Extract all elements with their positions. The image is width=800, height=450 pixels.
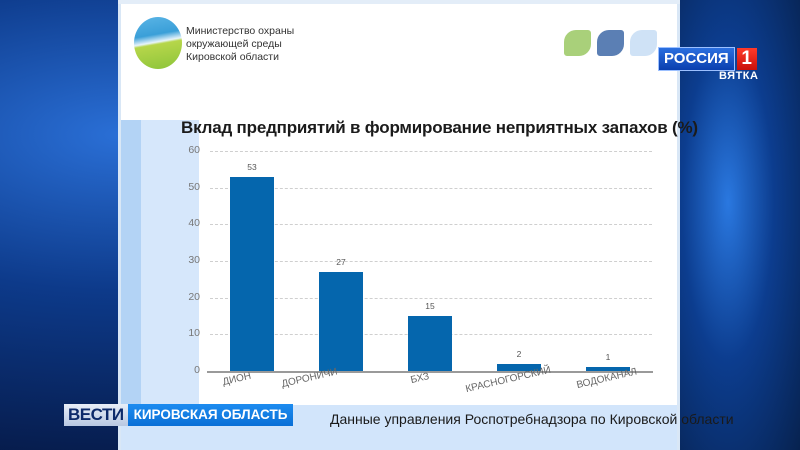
channel-region: ВЯТКА — [719, 70, 759, 82]
vesti-banner: ВЕСТИ КИРОВСКАЯ ОБЛАСТЬ — [64, 404, 294, 426]
bar — [586, 367, 630, 371]
y-tick-label: 60 — [188, 144, 200, 156]
leaf-decor — [564, 30, 657, 56]
ministry-line-2: окружающей среды — [186, 38, 282, 50]
gridline — [210, 151, 652, 152]
ministry-name: Министерство охраны окружающей среды Кир… — [186, 25, 294, 64]
y-tick-label: 30 — [188, 254, 200, 266]
ministry-line-3: Кировской области — [186, 51, 279, 63]
background-right — [680, 0, 800, 450]
channel-logo: РОССИЯ 1 — [658, 47, 757, 71]
bar-value-label: 27 — [336, 257, 346, 267]
bar — [319, 272, 363, 371]
y-tick-label: 40 — [188, 217, 200, 230]
y-tick-label: 0 — [194, 364, 200, 376]
gridline — [210, 187, 652, 189]
channel-name: РОССИЯ — [658, 47, 735, 71]
bar-value-label: 1 — [605, 352, 611, 363]
gridline — [210, 297, 652, 299]
leaf-icon — [597, 30, 624, 56]
ministry-line-1: Министерство охраны — [186, 25, 295, 37]
x-axis — [207, 371, 653, 373]
show-region: КИРОВСКАЯ ОБЛАСТЬ — [127, 404, 294, 426]
bar — [408, 316, 452, 371]
ministry-logo-icon — [134, 17, 182, 69]
bar — [230, 176, 274, 371]
channel-number: 1 — [736, 48, 757, 70]
leaf-icon — [564, 30, 591, 56]
source-caption: Данные управления Роспотребнадзора по Ки… — [330, 411, 734, 427]
chart-title: Вклад предприятий в формирование неприят… — [181, 118, 698, 137]
leaf-icon — [630, 30, 657, 56]
y-tick-label: 20 — [188, 290, 200, 303]
bar-value-label: 15 — [425, 301, 435, 311]
y-tick-label: 10 — [188, 327, 200, 340]
bar-value-label: 2 — [516, 348, 522, 359]
gridline — [210, 261, 652, 262]
show-name: ВЕСТИ — [64, 404, 128, 426]
gridline — [210, 224, 652, 226]
y-tick-label: 50 — [188, 180, 200, 193]
bar — [497, 363, 541, 371]
bar-value-label: 53 — [247, 161, 257, 172]
decor-strip-inner — [121, 120, 141, 450]
slide-top-border — [118, 0, 680, 4]
